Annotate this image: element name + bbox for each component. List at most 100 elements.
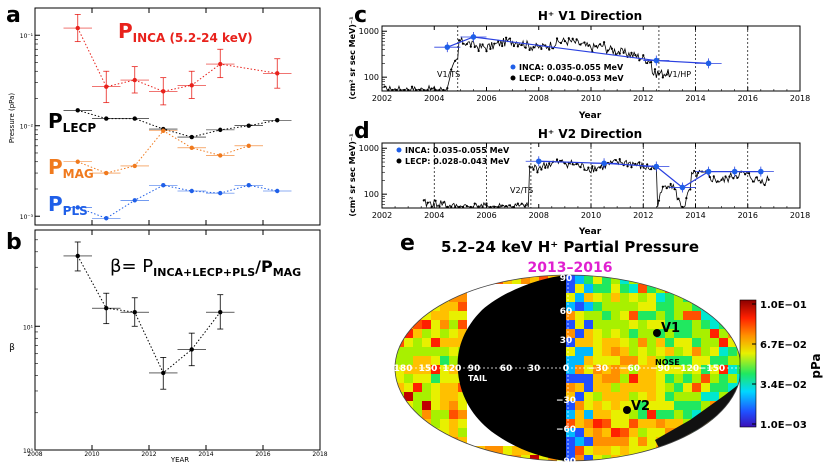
- map-cell: [701, 446, 710, 455]
- map-cell: [620, 284, 629, 293]
- map-cell: [674, 338, 683, 347]
- lecp-point: [634, 54, 637, 57]
- map-cell: [629, 365, 638, 374]
- inca-point: [653, 163, 660, 170]
- map-cell: [665, 410, 674, 419]
- map-cell: [395, 293, 404, 302]
- map-cell: [692, 374, 701, 383]
- map-cell: [665, 383, 674, 392]
- panel-c-title: H⁺ V1 Direction: [538, 9, 642, 23]
- map-cell: [404, 365, 413, 374]
- map-cell: [566, 365, 575, 374]
- map-cell: [449, 284, 458, 293]
- map-cell: [431, 320, 440, 329]
- map-cell: [710, 455, 719, 461]
- map-cell: [701, 455, 710, 461]
- lecp-point: [755, 176, 758, 179]
- map-cell: [692, 347, 701, 356]
- lecp-point: [673, 188, 676, 191]
- panel-e-skymap: 5.2–24 keV H⁺ Partial Pressure 2013–2016…: [394, 238, 823, 467]
- map-cell: [647, 347, 656, 356]
- map-cell: [674, 410, 683, 419]
- data-point: [218, 127, 223, 133]
- map-cell: [440, 320, 449, 329]
- series-mag-line: [77, 130, 249, 174]
- map-cell: [440, 284, 449, 293]
- lecp-point: [391, 88, 394, 92]
- map-cell: [719, 374, 728, 383]
- map-cell: [404, 275, 413, 284]
- map-cell: [683, 410, 692, 419]
- lecp-point: [528, 48, 531, 52]
- map-cell: [656, 428, 665, 437]
- map-cell: [431, 419, 440, 428]
- map-cell: [458, 446, 467, 455]
- map-cell: [647, 284, 656, 293]
- map-cell: [611, 275, 620, 284]
- map-cell: [629, 311, 638, 320]
- map-cell: [737, 356, 741, 365]
- lecp-point: [634, 162, 637, 166]
- lecp-point: [720, 178, 723, 181]
- map-cell: [665, 455, 674, 461]
- map-cell: [593, 410, 602, 419]
- map-cell: [593, 329, 602, 338]
- lecp-series: [423, 157, 770, 209]
- lecp-point: [469, 45, 472, 48]
- map-cell: [656, 311, 665, 320]
- map-cell: [611, 311, 620, 320]
- xtick-label: 2008: [529, 94, 549, 103]
- map-cell: [728, 401, 737, 410]
- map-cell: [395, 428, 404, 437]
- map-cell: [674, 356, 683, 365]
- data-point: [218, 61, 223, 67]
- map-cell: [647, 311, 656, 320]
- map-cell: [575, 428, 584, 437]
- lecp-point: [555, 158, 559, 161]
- lecp-point: [610, 47, 614, 50]
- map-cell: [413, 446, 422, 455]
- map-cell: [575, 347, 584, 356]
- map-cell: [602, 275, 611, 284]
- map-cell: [566, 374, 575, 383]
- lecp-point: [579, 166, 582, 169]
- map-cell: [584, 446, 593, 455]
- map-cell: [413, 428, 422, 437]
- map-cell: [584, 455, 593, 461]
- map-cell: [593, 302, 602, 311]
- map-cell: [593, 374, 602, 383]
- map-cell: [620, 293, 629, 302]
- map-label-nose: NOSE: [655, 358, 680, 367]
- map-cell: [413, 302, 422, 311]
- map-cell: [710, 320, 719, 329]
- map-cell: [701, 428, 710, 437]
- map-cell: [584, 311, 593, 320]
- map-cell: [737, 275, 741, 284]
- lecp-point: [548, 48, 551, 51]
- map-cell: [611, 401, 620, 410]
- lecp-point: [736, 176, 739, 179]
- lecp-point: [493, 42, 496, 45]
- map-cell: [692, 275, 701, 284]
- legend-c-inca-marker: [510, 64, 516, 70]
- label-p-inca: PINCA (5.2-24 keV): [118, 19, 253, 45]
- label-p-mag: PMAG: [48, 155, 94, 181]
- map-cell: [512, 446, 521, 455]
- inca-point: [470, 34, 477, 40]
- xtick-label: 2018: [790, 94, 810, 103]
- lecp-point: [504, 204, 508, 208]
- map-cell: [647, 365, 656, 374]
- data-point: [189, 188, 194, 194]
- map-label-tail: TAIL: [468, 374, 487, 383]
- lecp-point: [528, 165, 531, 168]
- lecp-point: [618, 157, 621, 161]
- lecp-point: [642, 54, 645, 57]
- map-cell: [413, 437, 422, 446]
- map-cell: [440, 356, 449, 365]
- map-cell: [440, 338, 449, 347]
- lecp-point: [579, 43, 582, 46]
- map-cell: [566, 320, 575, 329]
- map-cell: [638, 383, 647, 392]
- map-cell: [719, 293, 728, 302]
- map-cell: [620, 356, 629, 365]
